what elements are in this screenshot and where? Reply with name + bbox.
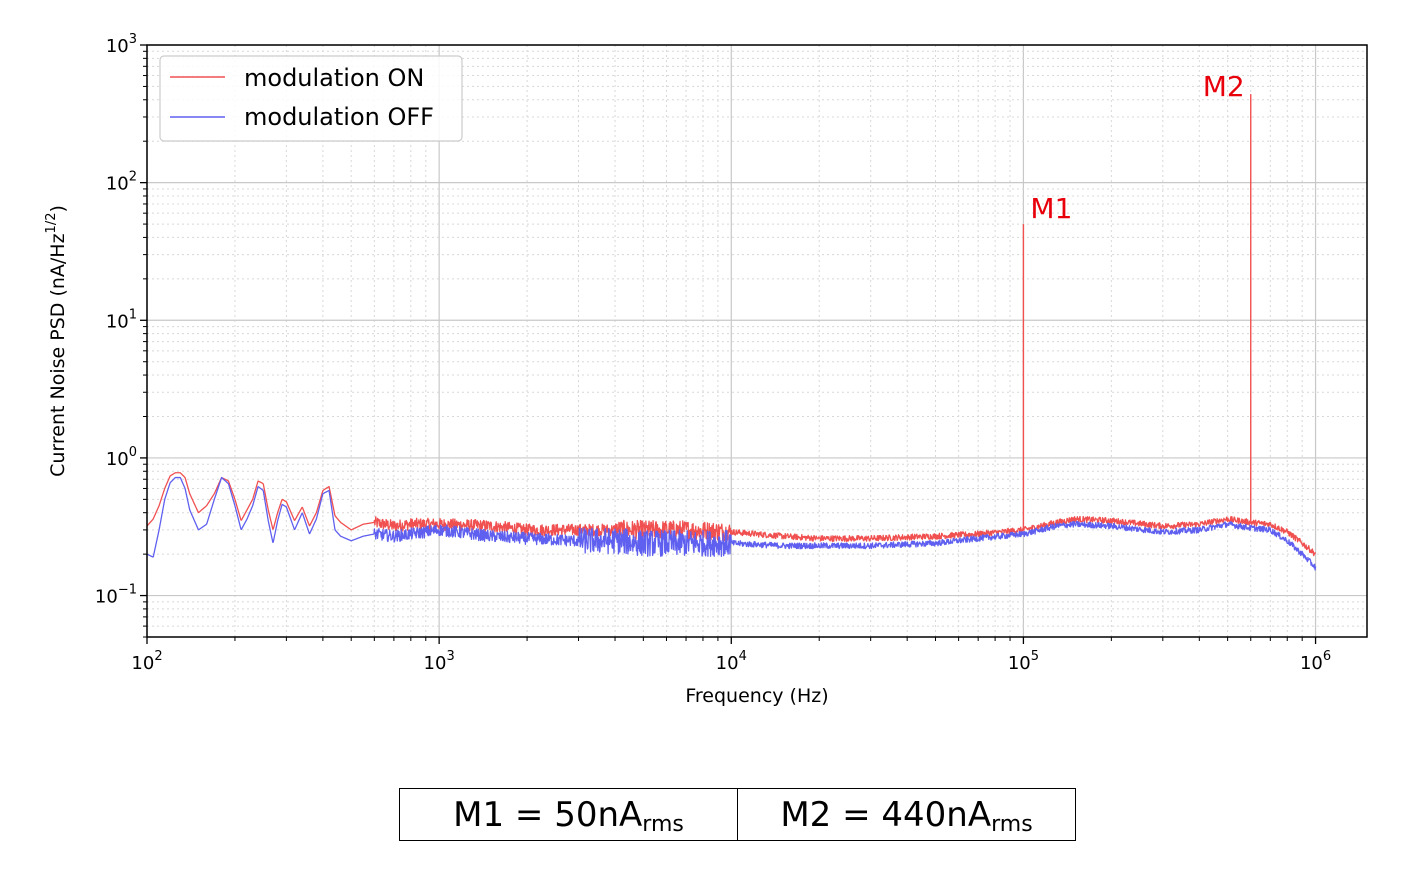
y-tick-label: 100 [106,445,137,470]
m2-amplitude-sub: rms [991,812,1033,837]
x-tick-label: 106 [1300,649,1331,674]
y-tick-exp: −1 [118,583,137,598]
x-tick-base: 10 [1008,653,1031,674]
x-tick-base: 10 [424,653,447,674]
legend: modulation ON modulation OFF [159,55,463,142]
x-axis-label: Frequency (Hz) [685,685,828,707]
x-tick-label: 103 [424,649,455,674]
plot-frame [146,44,1368,638]
peak-annotations: M1 M2 [1030,70,1244,225]
legend-label-modulation-on: modulation ON [244,64,424,92]
legend-label-modulation-off: modulation OFF [244,103,434,131]
series-line-modulation-off [146,476,1317,571]
series-line-modulation-on [146,472,1317,557]
m2-amplitude-cell: M2 = 440nA rms [737,789,1075,840]
y-tick-base: 10 [106,311,129,332]
x-tick-label: 102 [131,649,162,674]
x-tick-exp: 4 [739,649,747,664]
peak-label-m1: M1 [1030,192,1072,225]
y-tick-label: 10−1 [95,583,137,608]
y-axis-label-main: Current Noise PSD (nA/Hz [47,233,69,476]
y-tick-base: 10 [95,587,118,608]
y-axis-label-end: ) [47,205,69,212]
x-tick-exp: 3 [446,649,454,664]
y-tick-base: 10 [106,449,129,470]
y-tick-base: 10 [106,174,129,195]
y-tick-exp: 2 [129,170,137,185]
x-tick-label: 105 [1008,649,1039,674]
y-axis-label-sup: 1/2 [44,213,59,234]
x-tick-exp: 5 [1031,649,1039,664]
m1-amplitude-cell: M1 = 50nA rms [400,789,737,840]
m1-amplitude-sub: rms [642,812,684,837]
legend-box [159,55,463,142]
modulation-amplitude-table: M1 = 50nA rms M2 = 440nA rms [399,788,1076,841]
x-tick-label: 104 [716,649,747,674]
series-lines [146,94,1317,571]
x-tick-exp: 6 [1323,649,1331,664]
m1-amplitude-text: M1 = 50nA [453,794,643,835]
y-tick-label: 102 [106,170,137,195]
x-tick-base: 10 [131,653,154,674]
x-tick-base: 10 [1300,653,1323,674]
y-tick-exp: 3 [129,32,137,47]
y-tick-exp: 1 [129,307,137,322]
x-tick-base: 10 [716,653,739,674]
y-tick-base: 10 [106,36,129,57]
y-tick-label: 103 [106,32,137,57]
x-tick-exp: 2 [154,649,162,664]
peak-label-m2: M2 [1203,70,1245,103]
y-tick-exp: 0 [129,445,137,460]
y-tick-label: 101 [106,307,137,332]
m2-amplitude-text: M2 = 440nA [780,794,992,835]
y-axis-label: Current Noise PSD (nA/Hz1/2) [44,205,69,477]
